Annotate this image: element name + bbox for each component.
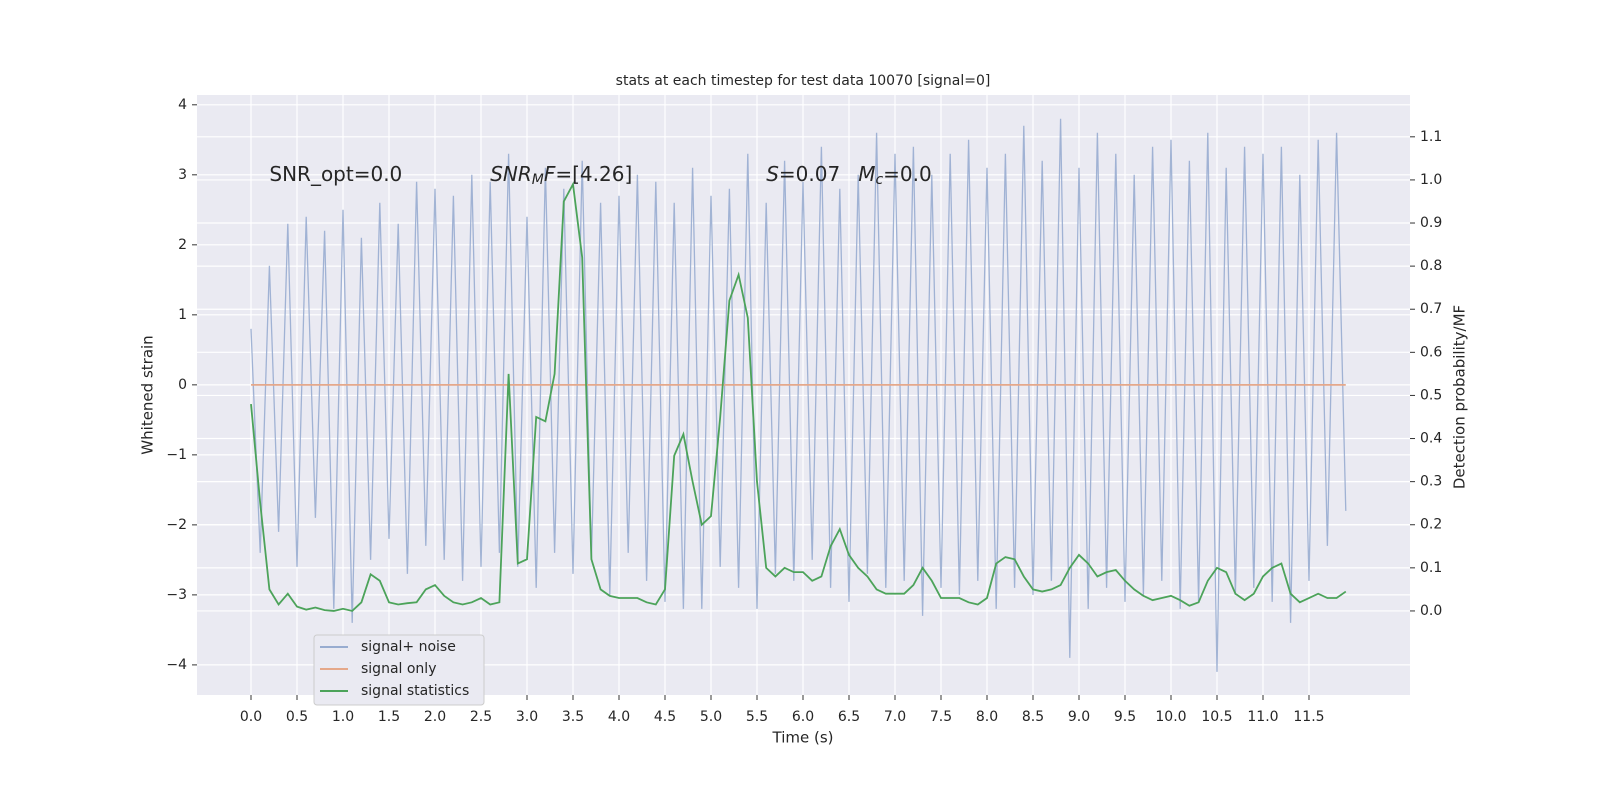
- annotation-part: =0.07: [779, 161, 840, 185]
- annotation: S=0.07: [766, 161, 840, 185]
- y2-tick-label: 0.3: [1420, 474, 1442, 490]
- y-axis-label: Whitened strain: [139, 335, 157, 454]
- x-tick-label: 11.5: [1293, 709, 1324, 725]
- x-tick-label: 5.5: [746, 709, 768, 725]
- x-tick-label: 0.5: [286, 709, 308, 725]
- x-tick-label: 8.0: [976, 709, 998, 725]
- annotation-part: =0.0: [883, 161, 932, 185]
- y2-tick-label: 1.0: [1420, 172, 1442, 188]
- x-tick-label: 8.5: [1022, 709, 1044, 725]
- y-tick-label: −2: [166, 517, 187, 533]
- x-tick-label: 10.0: [1155, 709, 1186, 725]
- legend-label: signal+ noise: [361, 639, 456, 655]
- annotation-part: SNR: [490, 161, 532, 185]
- annotation-part: c: [875, 172, 883, 188]
- x-tick-label: 4.5: [654, 709, 676, 725]
- y-tick-label: 0: [178, 377, 187, 393]
- chart-title: stats at each timestep for test data 100…: [616, 73, 991, 89]
- y2-tick-label: 0.7: [1420, 301, 1442, 317]
- x-tick-label: 9.0: [1068, 709, 1090, 725]
- annotation: SNRMF=[4.26]: [490, 161, 632, 188]
- y2-tick-label: 0.6: [1420, 344, 1442, 360]
- x-tick-label: 2.0: [424, 709, 446, 725]
- x-tick-label: 6.0: [792, 709, 814, 725]
- y-tick-label: −1: [166, 447, 187, 463]
- annotation-part: M: [858, 161, 875, 185]
- legend-box: [313, 634, 485, 706]
- series-line: [250, 118, 1347, 672]
- x-tick-label: 6.5: [838, 709, 860, 725]
- series-line: [250, 181, 1347, 612]
- annotation-part: F: [544, 161, 556, 185]
- y-tick-label: 4: [178, 97, 187, 113]
- y2-tick-label: 0.8: [1420, 258, 1442, 274]
- y-tick-label: −4: [166, 657, 187, 673]
- x-tick-label: 1.0: [332, 709, 354, 725]
- y2-axis-label: Detection probability/MF: [1451, 305, 1469, 489]
- y2-tick-label: 0.0: [1420, 603, 1442, 619]
- x-tick-label: 4.0: [608, 709, 630, 725]
- legend-label: signal statistics: [361, 683, 469, 699]
- annotation-part: =[4.26]: [555, 161, 632, 185]
- annotation: SNR_opt=0.0: [269, 161, 402, 185]
- y2-tick-label: 0.1: [1420, 560, 1442, 576]
- y2-tick-label: 0.4: [1420, 431, 1442, 447]
- x-tick-label: 2.5: [470, 709, 492, 725]
- annotation: Mc=0.0: [858, 161, 932, 188]
- x-tick-label: 9.5: [1114, 709, 1136, 725]
- y2-tick-label: 1.1: [1420, 129, 1442, 145]
- y2-tick-label: 0.9: [1420, 215, 1442, 231]
- annotation-part: M: [532, 172, 544, 188]
- y-tick-label: 3: [178, 167, 187, 183]
- x-tick-label: 0.0: [240, 709, 262, 725]
- x-axis-label: Time (s): [772, 729, 834, 747]
- x-tick-label: 5.0: [700, 709, 722, 725]
- x-tick-label: 7.0: [884, 709, 906, 725]
- x-tick-label: 10.5: [1201, 709, 1232, 725]
- y2-tick-label: 0.2: [1420, 517, 1442, 533]
- x-tick-label: 7.5: [930, 709, 952, 725]
- y-tick-label: 2: [178, 237, 187, 253]
- x-tick-label: 1.5: [378, 709, 400, 725]
- annotation-part: S: [766, 161, 779, 185]
- x-tick-label: 3.0: [516, 709, 538, 725]
- x-tick-label: 11.0: [1247, 709, 1278, 725]
- y-tick-label: −3: [166, 587, 187, 603]
- y2-tick-label: 0.5: [1420, 387, 1442, 403]
- y-tick-label: 1: [178, 307, 187, 323]
- annotation-part: SNR_opt=0.0: [269, 161, 402, 185]
- legend-label: signal only: [361, 661, 436, 677]
- x-tick-label: 3.5: [562, 709, 584, 725]
